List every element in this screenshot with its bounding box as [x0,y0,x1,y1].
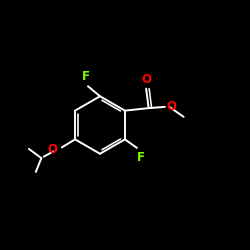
Text: O: O [166,100,176,114]
Text: O: O [48,144,58,156]
Text: O: O [142,73,152,86]
Text: F: F [82,70,90,83]
Text: F: F [136,151,144,164]
